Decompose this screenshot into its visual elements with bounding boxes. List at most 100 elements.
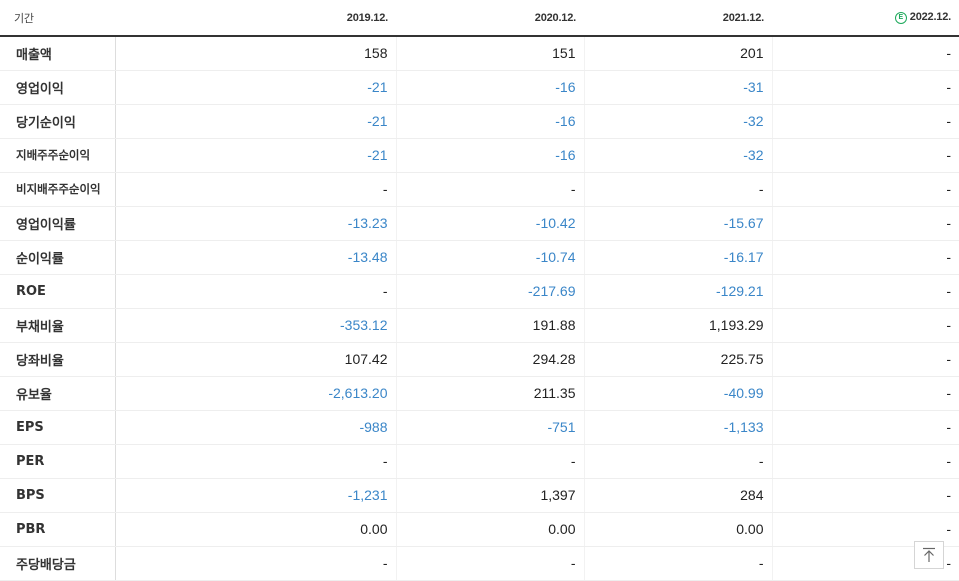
row-label: PBR [0, 512, 116, 547]
value-cell: -31 [584, 70, 773, 105]
value-cell: -40.99 [584, 376, 773, 411]
value-cell: 191.88 [396, 307, 585, 343]
value-cell: -751 [396, 409, 585, 445]
value-cell: -16 [396, 70, 585, 105]
year-label: 2022.12. [909, 11, 951, 23]
value-cell: - [772, 36, 959, 71]
value-cell: -1,133 [584, 409, 773, 445]
table-row: BPS -1,231 1,397 284- [0, 478, 959, 513]
row-label: 비지배주주순이익 [0, 172, 116, 207]
row-label: ROE [0, 274, 116, 309]
value-cell: - [772, 444, 959, 479]
year-header: 2020.12. [396, 0, 584, 37]
value-cell: -129.21 [584, 274, 773, 309]
table-row: 지배주주순이익 -21 -16 -32- [0, 138, 959, 173]
value-cell: 225.75 [584, 342, 773, 377]
value-cell: - [772, 512, 959, 547]
row-label: 영업이익률 [0, 205, 116, 241]
table-row: PER - - - - [0, 444, 959, 479]
row-label: 순이익률 [0, 240, 116, 275]
value-cell: -16 [396, 138, 585, 173]
value-cell: - [115, 172, 397, 207]
value-cell: - [115, 274, 397, 309]
row-label: 지배주주순이익 [0, 138, 116, 173]
row-label: 매출액 [0, 36, 116, 71]
year-header: 2019.12. [115, 0, 396, 37]
value-cell: - [396, 545, 585, 581]
row-label: 부채비율 [0, 307, 116, 343]
value-cell: 151 [396, 36, 585, 71]
value-cell: 284 [584, 478, 773, 513]
row-label: 영업이익 [0, 70, 116, 105]
table-row: 영업이익률 -13.23 -10.42 -15.67- [0, 205, 959, 241]
table-row: 순이익률 -13.48 -10.74 -16.17- [0, 240, 959, 275]
row-label: 당좌비율 [0, 342, 116, 377]
value-cell: -16.17 [584, 240, 773, 275]
value-cell: -21 [115, 104, 397, 139]
value-cell: - [584, 172, 773, 207]
value-cell: -10.74 [396, 240, 585, 275]
year-header-estimate: E 2022.12. [772, 0, 959, 37]
value-cell: -13.23 [115, 205, 397, 241]
value-cell: 211.35 [396, 376, 585, 411]
value-cell: - [772, 376, 959, 411]
value-cell: -16 [396, 104, 585, 139]
value-cell: -13.48 [115, 240, 397, 275]
value-cell: -21 [115, 70, 397, 105]
table-row: 영업이익 -21 -16 -31- [0, 70, 959, 105]
row-label: 주당배당금 [0, 545, 116, 581]
value-cell: -32 [584, 138, 773, 173]
value-cell: -988 [115, 409, 397, 445]
arrow-up-to-line-icon [923, 547, 935, 562]
value-cell: 0.00 [584, 512, 773, 547]
value-cell: -21 [115, 138, 397, 173]
value-cell: - [772, 307, 959, 343]
value-cell: - [772, 274, 959, 309]
estimate-icon: E [894, 12, 907, 24]
value-cell: 0.00 [396, 512, 585, 547]
year-label: 2021.12. [722, 11, 764, 24]
value-cell: - [772, 478, 959, 513]
value-cell: 107.42 [115, 342, 397, 377]
value-cell: - [584, 545, 773, 581]
value-cell: 294.28 [396, 342, 585, 377]
year-label: 2020.12. [534, 11, 576, 24]
value-cell: - [772, 104, 959, 139]
row-label: EPS [0, 409, 116, 445]
value-cell: -217.69 [396, 274, 585, 309]
table-row: EPS -988 -751 -1,133- [0, 409, 959, 445]
year-header: 2021.12. [584, 0, 772, 37]
year-label: 2019.12. [346, 11, 388, 24]
value-cell: 158 [115, 36, 397, 71]
table-row: 당좌비율 107.42 294.28 225.75- [0, 342, 959, 377]
value-cell: - [772, 240, 959, 275]
value-cell: -10.42 [396, 205, 585, 241]
value-cell: 201 [584, 36, 773, 71]
value-cell: - [772, 409, 959, 445]
value-cell: - [772, 138, 959, 173]
table-row: ROE - -217.69 -129.21- [0, 274, 959, 309]
value-cell: - [396, 172, 585, 207]
scroll-top-button[interactable] [914, 541, 944, 569]
value-cell: - [584, 444, 773, 479]
value-cell: - [115, 444, 397, 479]
value-cell: -2,613.20 [115, 376, 397, 411]
table-row: 부채비율 -353.12 191.88 1,193.29- [0, 307, 959, 343]
value-cell: 0.00 [115, 512, 397, 547]
row-label: 유보율 [0, 376, 116, 411]
row-label: 당기순이익 [0, 104, 116, 139]
header-row: 기간 2019.12. 2020.12. 2021.12. E 2022.12. [0, 0, 959, 37]
table-row: 매출액 158 151 201- [0, 36, 959, 71]
value-cell: -353.12 [115, 307, 397, 343]
table-row: PBR 0.00 0.00 0.00- [0, 512, 959, 547]
value-cell: - [772, 205, 959, 241]
row-label: BPS [0, 478, 116, 513]
value-cell: - [772, 172, 959, 207]
value-cell: -1,231 [115, 478, 397, 513]
value-cell: - [115, 545, 397, 581]
table-row: 비지배주주순이익 - - - - [0, 172, 959, 207]
value-cell: - [772, 342, 959, 377]
table-row: 당기순이익 -21 -16 -32- [0, 104, 959, 139]
table-row: 주당배당금 - - - - [0, 545, 959, 581]
